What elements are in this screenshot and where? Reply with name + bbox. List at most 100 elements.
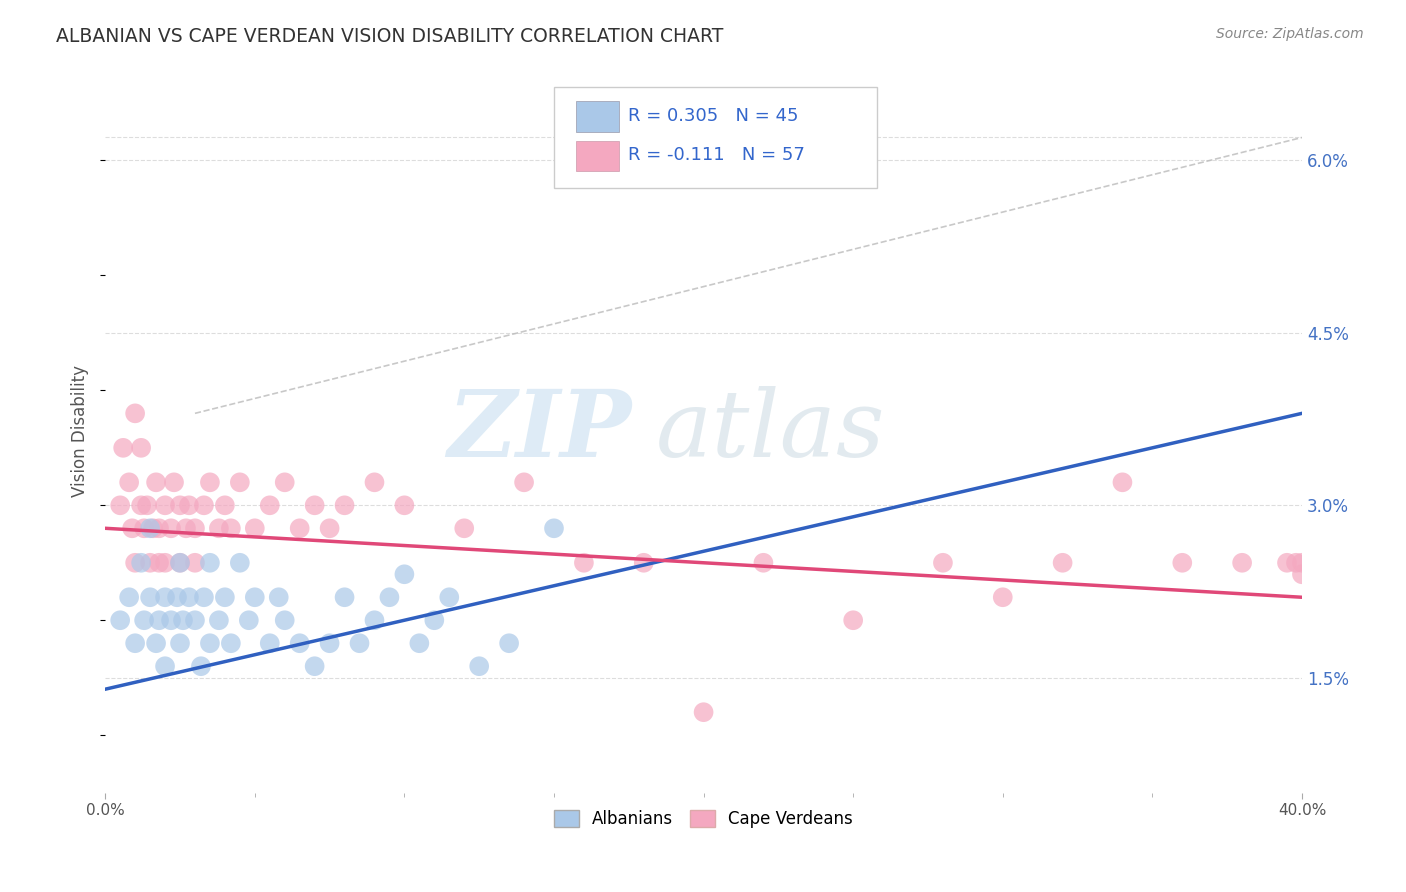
Point — [174, 521, 197, 535]
Point — [274, 613, 297, 627]
Point — [129, 498, 152, 512]
Point — [408, 636, 430, 650]
Point — [304, 498, 326, 512]
Point — [124, 406, 146, 420]
Point — [468, 659, 491, 673]
Text: atlas: atlas — [655, 385, 886, 475]
Point — [259, 498, 281, 512]
Point — [148, 613, 170, 627]
Text: R = -0.111   N = 57: R = -0.111 N = 57 — [628, 146, 806, 164]
Point — [752, 556, 775, 570]
Point — [198, 636, 221, 650]
Point — [219, 521, 242, 535]
Point — [333, 591, 356, 605]
Point — [1171, 556, 1194, 570]
Y-axis label: Vision Disability: Vision Disability — [72, 365, 89, 497]
Point — [259, 636, 281, 650]
Point — [121, 521, 143, 535]
Point — [229, 556, 252, 570]
Point — [214, 591, 236, 605]
Point — [572, 556, 595, 570]
Point — [842, 613, 865, 627]
Point — [238, 613, 260, 627]
Text: ZIP: ZIP — [447, 385, 631, 475]
Point — [1052, 556, 1074, 570]
Point — [304, 659, 326, 673]
Point — [139, 556, 162, 570]
Point — [136, 498, 159, 512]
Point — [124, 636, 146, 650]
Text: ALBANIAN VS CAPE VERDEAN VISION DISABILITY CORRELATION CHART: ALBANIAN VS CAPE VERDEAN VISION DISABILI… — [56, 27, 724, 45]
Point — [177, 591, 200, 605]
Point — [318, 521, 340, 535]
Point — [169, 498, 191, 512]
Point — [145, 636, 167, 650]
Point — [160, 521, 183, 535]
Point — [498, 636, 520, 650]
Point — [543, 521, 565, 535]
Point — [139, 591, 162, 605]
Point — [172, 613, 194, 627]
Point — [208, 613, 231, 627]
Point — [198, 556, 221, 570]
Point — [108, 498, 131, 512]
Point — [633, 556, 655, 570]
Point — [166, 591, 188, 605]
Point — [190, 659, 212, 673]
Point — [160, 613, 183, 627]
Point — [1291, 567, 1313, 582]
Point — [163, 475, 186, 490]
Point — [333, 498, 356, 512]
Point — [148, 556, 170, 570]
Point — [274, 475, 297, 490]
Point — [1230, 556, 1253, 570]
Point — [153, 556, 176, 570]
Legend: Albanians, Cape Verdeans: Albanians, Cape Verdeans — [547, 804, 860, 835]
Point — [288, 521, 311, 535]
Point — [214, 498, 236, 512]
FancyBboxPatch shape — [575, 101, 619, 131]
Point — [932, 556, 955, 570]
Text: Source: ZipAtlas.com: Source: ZipAtlas.com — [1216, 27, 1364, 41]
Point — [142, 521, 165, 535]
Point — [129, 441, 152, 455]
Point — [108, 613, 131, 627]
Point — [169, 556, 191, 570]
Point — [193, 591, 215, 605]
Point — [1291, 556, 1313, 570]
Point — [169, 636, 191, 650]
Point — [692, 705, 714, 719]
Point — [208, 521, 231, 535]
Point — [363, 475, 385, 490]
Point — [219, 636, 242, 650]
Point — [184, 521, 207, 535]
Point — [243, 521, 266, 535]
FancyBboxPatch shape — [554, 87, 877, 188]
Point — [513, 475, 536, 490]
Point — [184, 556, 207, 570]
Point — [118, 475, 141, 490]
FancyBboxPatch shape — [575, 141, 619, 171]
Point — [145, 475, 167, 490]
Point — [124, 556, 146, 570]
Text: R = 0.305   N = 45: R = 0.305 N = 45 — [628, 107, 799, 125]
Point — [453, 521, 475, 535]
Point — [118, 591, 141, 605]
Point — [112, 441, 135, 455]
Point — [1275, 556, 1298, 570]
Point — [184, 613, 207, 627]
Point — [243, 591, 266, 605]
Point — [153, 591, 176, 605]
Point — [991, 591, 1014, 605]
Point — [1111, 475, 1133, 490]
Point — [439, 591, 461, 605]
Point — [229, 475, 252, 490]
Point — [288, 636, 311, 650]
Point — [129, 556, 152, 570]
Point — [177, 498, 200, 512]
Point — [132, 613, 155, 627]
Point — [318, 636, 340, 650]
Point — [363, 613, 385, 627]
Point — [349, 636, 371, 650]
Point — [153, 659, 176, 673]
